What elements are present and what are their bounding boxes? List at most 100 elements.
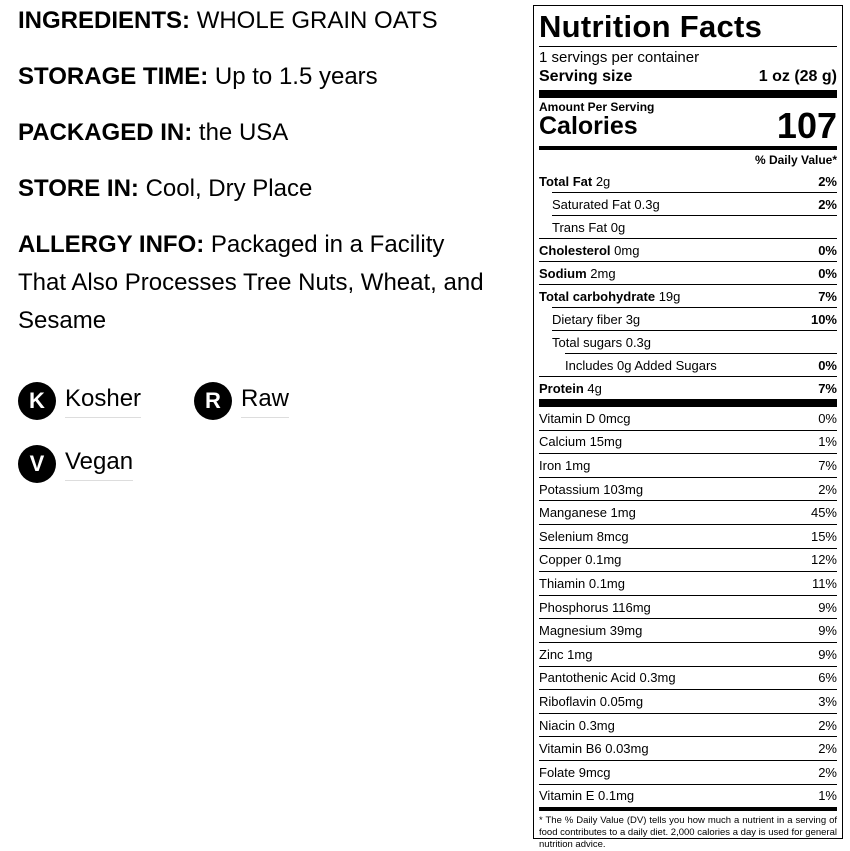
vitamin-row: Selenium 8mcg 15% [539,523,837,548]
vitamin-row: Pantothenic Acid 0.3mg 6% [539,665,837,690]
info-line: STORE IN: Cool, Dry Place [18,170,498,208]
info-label: STORE IN: [18,175,139,202]
info-label: STORAGE TIME: [18,63,209,90]
vitamin-dv: 0% [818,410,837,426]
vitamin-name: Vitamin E 0.1mg [539,788,635,804]
nutrient-name: Cholesterol [539,242,611,258]
nutrient-name: Includes 0g Added Sugars [565,357,717,373]
vitamin-row: Thiamin 0.1mg 11% [539,571,837,595]
badge-icon: K [18,382,56,420]
vitamin-row: Vitamin E 0.1mg 1% [539,783,837,808]
badge: R Raw [194,382,290,420]
serving-size-label: Serving size [539,68,633,85]
vitamin-dv: 1% [818,788,837,804]
nutrient-row: Includes 0g Added Sugars 0% [565,353,837,376]
nutrient-name-group: Dietary fiber 3g [552,312,640,327]
nutrient-amount: 3g [625,311,641,327]
nutrient-row: Dietary fiber 3g 10% [552,307,837,330]
vitamin-dv: 45% [810,505,837,521]
badge-icon: V [18,445,56,483]
dv-header: % Daily Value* [539,146,837,170]
calories-row: Calories 107 [539,105,837,146]
vitamin-row: Iron 1mg 7% [539,453,837,477]
vitamin-name: Thiamin 0.1mg [539,575,625,591]
calories-label: Calories [539,112,638,140]
nutrient-dv: 0% [818,265,837,281]
vitamin-name: Vitamin D 0mcg [539,410,631,426]
nutrient-name: Saturated Fat [552,196,631,212]
nutrient-name-group: Cholesterol 0mg [539,243,639,258]
vitamin-row: Vitamin D 0mcg 0% [539,407,837,430]
amount-per-serving: Amount Per Serving [539,90,837,114]
nutrient-name-group: Total Fat 2g [539,174,610,189]
nutrient-amount: 19g [658,288,681,304]
vitamin-dv: 9% [818,646,837,662]
info-label: PACKAGED IN: [18,119,193,146]
nutrient-list: Total Fat 2g 2% Saturated Fat 0.3g 2% Trans … [539,170,837,399]
nutrient-row: Sodium 2mg 0% [539,261,837,284]
nutrient-row: Protein 4g 7% [539,376,837,399]
nutrient-amount: 4g [587,380,602,396]
nutrient-name: Total Fat [539,173,593,189]
vitamin-list: Vitamin D 0mcg 0% Calcium 15mg 1% Iron 1mg 7%… [539,399,837,807]
vitamin-name: Zinc 1mg [539,646,593,662]
nutrient-row: Total carbohydrate 19g 7% [539,284,837,307]
badge-icon: R [194,382,232,420]
serving-size-row: Serving size 1 oz (28 g) [539,67,837,87]
vitamin-dv: 1% [818,434,837,450]
nutrient-dv: 7% [818,380,837,396]
nutrient-row: Total Fat 2g 2% [539,170,837,192]
info-text: the USA [198,119,289,146]
vitamin-dv: 3% [818,693,837,709]
info-label: INGREDIENTS: [18,7,191,34]
vitamin-row: Potassium 103mg 2% [539,476,837,501]
nutrient-amount: 0.3g [625,334,652,350]
vitamin-dv: 9% [818,623,837,639]
vitamin-dv: 12% [810,552,837,568]
servings: 1 servings per container [539,46,837,67]
badge-label: Vegan [65,448,134,481]
nutrient-row: Cholesterol 0mg 0% [539,238,837,261]
nutrient-name: Protein [539,380,584,396]
info-text: Cool, Dry Place [145,175,313,202]
vitamin-row: Phosphorus 116mg 9% [539,594,837,619]
nutrient-row: Trans Fat 0g [552,215,837,238]
footnote: * The % Daily Value (DV) tells you how m… [539,807,837,851]
nutrient-name-group: Total carbohydrate 19g [539,289,680,304]
nutrient-name: Sodium [539,265,587,281]
nutrient-name: Total sugars [552,334,623,350]
info-line: STORAGE TIME: Up to 1.5 years [18,58,498,96]
vitamin-dv: 2% [818,764,837,780]
vitamin-name: Selenium 8mcg [539,528,629,544]
info-text: WHOLE GRAIN OATS [196,7,438,34]
vitamin-name: Vitamin B6 0.03mg [539,741,649,757]
info-label: ALLERGY INFO: [18,231,205,258]
nutrient-name-group: Protein 4g [539,381,602,396]
nutrition-title: Nutrition Facts [539,9,763,44]
info-text: Packaged in a Facility That Also Process… [18,231,484,334]
nutrient-dv: 2% [818,173,837,189]
nutrient-dv: 2% [818,196,837,212]
nutrient-amount: 2mg [590,265,616,281]
vitamin-name: Niacin 0.3mg [539,717,615,733]
vitamin-name: Manganese 1mg [539,505,636,521]
info-line: ALLERGY INFO: Packaged in a Facility Tha… [18,226,498,340]
nutrient-row: Saturated Fat 0.3g 2% [552,192,837,215]
calories-value: 107 [776,105,837,146]
vitamin-name: Calcium 15mg [539,434,623,450]
nutrient-amount: 0mg [614,242,640,258]
vitamin-name: Pantothenic Acid 0.3mg [539,670,676,686]
vitamin-name: Potassium 103mg [539,481,644,497]
vitamin-name: Phosphorus 116mg [539,599,651,615]
nutrient-name-group: Total sugars 0.3g [552,335,651,350]
nutrient-name: Trans Fat [552,219,608,235]
vitamin-row: Folate 9mcg 2% [539,759,837,784]
nutrition-facts: Nutrition Facts 1 servings per container… [533,5,843,850]
badge-label: Raw [241,385,290,418]
vitamin-dv: 9% [818,599,837,615]
info-text: Up to 1.5 years [214,63,378,90]
info-line: PACKAGED IN: the USA [18,114,498,152]
badge: K Kosher [18,382,142,420]
nutrient-amount: 2g [595,173,611,189]
